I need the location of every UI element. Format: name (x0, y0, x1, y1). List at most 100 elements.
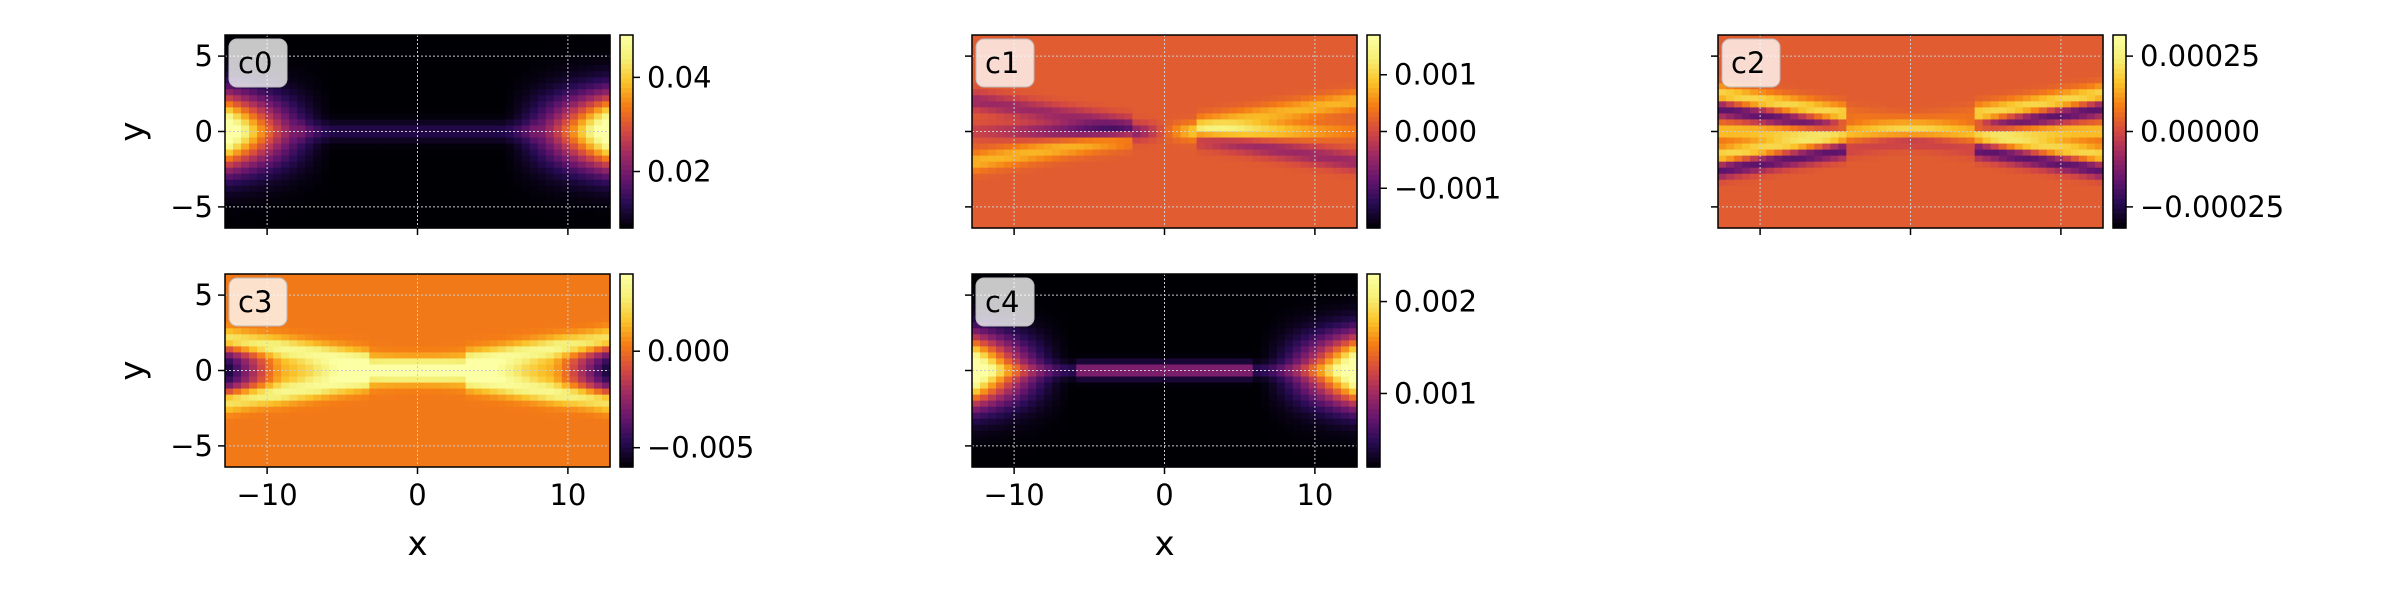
heatmap-cell (1830, 191, 1839, 199)
heatmap-cell (1204, 65, 1214, 72)
heatmap-cell (1340, 83, 1350, 90)
heatmap-cell (1854, 215, 1863, 223)
heatmap-cell (1292, 149, 1302, 157)
heatmap-cell (289, 101, 298, 108)
heatmap-cell (1974, 41, 1984, 48)
heatmap-cell (465, 215, 475, 223)
heatmap-cell (505, 221, 515, 229)
heatmap-cell (353, 209, 362, 217)
heatmap-cell (465, 209, 475, 217)
heatmap-cell (465, 113, 475, 121)
heatmap-cell (433, 77, 443, 84)
heatmap-cell (2070, 65, 2080, 72)
heatmap-cell (1164, 47, 1174, 54)
heatmap-cell (1798, 137, 1807, 145)
heatmap-cell (2062, 59, 2072, 66)
heatmap-cell (593, 197, 603, 205)
heatmap-cell (2014, 71, 2024, 78)
heatmap-cell (505, 107, 515, 115)
heatmap-cell (465, 167, 475, 175)
heatmap-cell (1164, 161, 1174, 169)
heatmap-cell (1806, 167, 1815, 175)
heatmap-cell (225, 167, 234, 175)
heatmap-cell (489, 173, 499, 181)
heatmap-cell (1268, 89, 1278, 96)
heatmap-cell (1204, 179, 1214, 187)
heatmap-cell (1140, 77, 1150, 84)
heatmap-cell (1814, 191, 1823, 199)
heatmap-cell (1284, 137, 1294, 145)
heatmap-cell (305, 167, 314, 175)
heatmap-cell (2030, 95, 2040, 102)
heatmap-cell (1806, 125, 1815, 133)
heatmap-cell (1966, 143, 1976, 151)
heatmap-cell (1990, 119, 2000, 127)
heatmap-cell (1910, 125, 1920, 133)
heatmap-cell (1774, 83, 1783, 90)
heatmap-cell (1236, 71, 1246, 78)
heatmap-cell (1180, 209, 1190, 217)
heatmap-cell (1950, 221, 1960, 229)
heatmap-cell (1068, 83, 1077, 90)
heatmap-cell (1084, 179, 1093, 187)
heatmap-cell (1926, 191, 1936, 199)
heatmap-cell (1052, 77, 1061, 84)
heatmap-cell (1966, 221, 1976, 229)
heatmap-cell (1220, 143, 1230, 151)
heatmap-cell (1124, 47, 1134, 54)
heatmap-cell (393, 197, 403, 205)
heatmap-cell (1196, 107, 1206, 115)
heatmap-cell (2062, 143, 2072, 151)
heatmap-cell (553, 167, 563, 175)
heatmap-cell (1268, 113, 1278, 121)
heatmap-cell (537, 47, 547, 54)
heatmap-cell (569, 65, 579, 72)
heatmap-cell (1758, 185, 1767, 193)
heatmap-cell (1012, 191, 1021, 199)
heatmap-cell (233, 376, 242, 384)
heatmap-cell (1982, 137, 1992, 145)
heatmap-cell (1926, 209, 1936, 217)
heatmap-cell (1060, 167, 1069, 175)
heatmap-cell (1324, 113, 1334, 121)
heatmap-cell (313, 119, 322, 127)
heatmap-cell (1212, 125, 1222, 133)
heatmap-cell (1308, 221, 1318, 229)
heatmap-cell (1734, 143, 1743, 151)
heatmap-cell (1028, 209, 1037, 217)
heatmap-cell (409, 119, 419, 127)
colorbar-segment (1367, 223, 1380, 229)
heatmap-cell (1140, 173, 1150, 181)
heatmap-cell (1742, 179, 1751, 187)
heatmap-cell (1950, 131, 1960, 139)
heatmap-cell (988, 131, 997, 139)
heatmap-cell (1942, 155, 1952, 163)
colorbar-segment (620, 112, 633, 118)
heatmap-cell (1798, 65, 1807, 72)
heatmap-cell (1918, 77, 1928, 84)
heatmap-cells (225, 274, 611, 468)
heatmap-cell (1324, 161, 1334, 169)
heatmap-cell (265, 376, 274, 384)
heatmap-cell (1878, 47, 1888, 54)
heatmap-cell (1750, 215, 1759, 223)
colorbar-frame (619, 34, 634, 229)
heatmap-cell (361, 35, 370, 42)
heatmap-cell (241, 340, 250, 347)
heatmap-cell (361, 107, 370, 115)
heatmap-cell (265, 382, 274, 390)
heatmap-cell (1236, 41, 1246, 48)
heatmap-cell (577, 101, 587, 108)
heatmap-cell (1324, 41, 1334, 48)
heatmap-cell (1934, 101, 1944, 108)
heatmap-cell (1798, 41, 1807, 48)
heatmap-cell (980, 167, 989, 175)
heatmap-cell (1340, 209, 1350, 217)
heatmap-cell (1830, 149, 1839, 157)
heatmap-cell (2054, 161, 2064, 169)
heatmap-cell (2070, 119, 2080, 127)
heatmap-cell (1340, 41, 1350, 48)
heatmap-cell (273, 197, 282, 205)
heatmap-cell (1060, 35, 1069, 42)
heatmap-cell (361, 65, 370, 72)
